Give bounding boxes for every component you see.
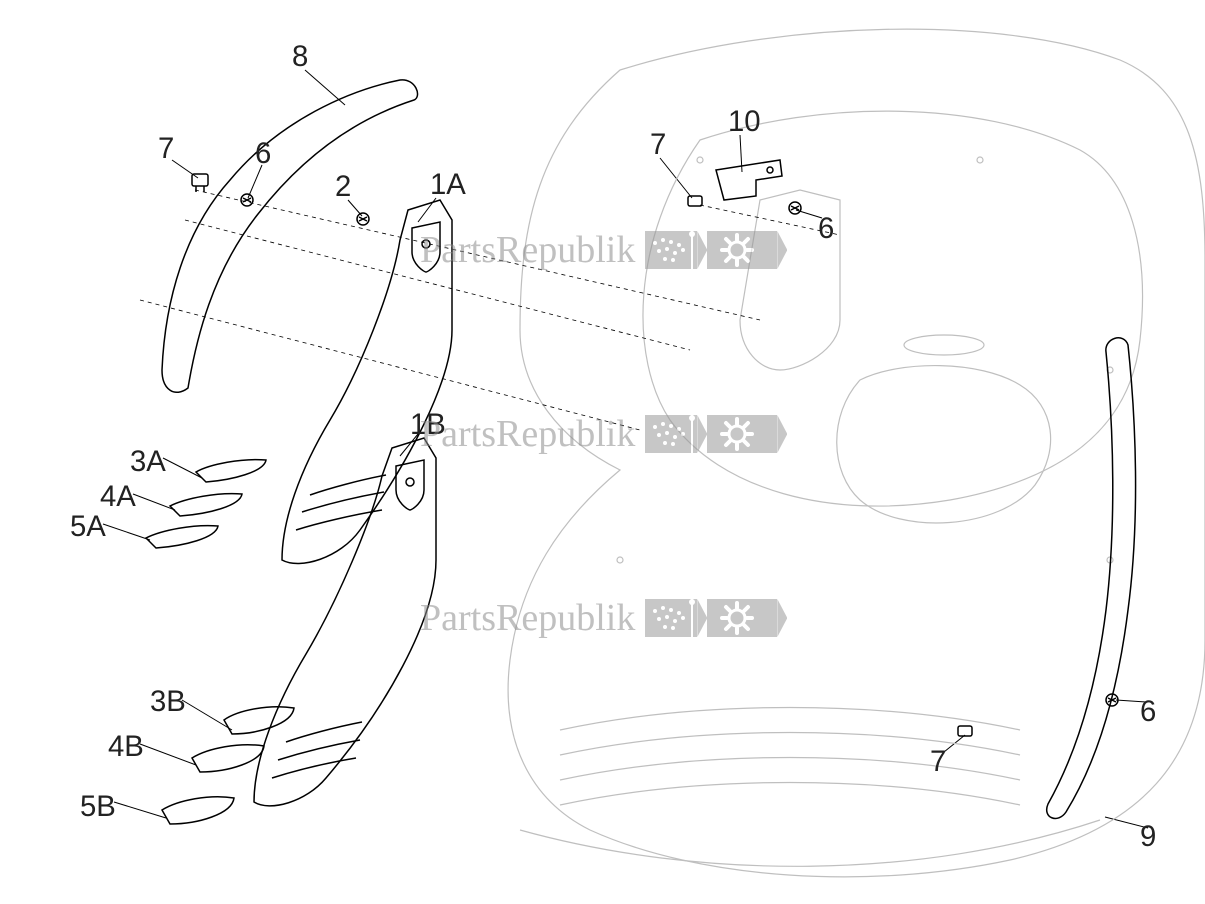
part-7-clip xyxy=(688,196,702,206)
leader-6c xyxy=(1116,700,1146,702)
part-9-side-strip-right xyxy=(1047,338,1136,819)
leader-10 xyxy=(740,135,742,172)
diagram-svg xyxy=(0,0,1205,904)
leader-4B xyxy=(140,744,196,765)
exploded-diagram: 8 7 6 2 1A 7 10 6 3A4A5A 1B 3B4B 5B 6 7 9 PartsRepubli… xyxy=(0,0,1205,904)
callout-label-6a: 6 xyxy=(255,137,271,171)
leader-5A xyxy=(103,524,150,540)
part-5B-vane xyxy=(162,797,234,824)
watermark-text: PartsRepublik xyxy=(420,596,635,640)
leader-1B xyxy=(400,434,418,456)
callout-label-3A: 3A xyxy=(130,445,166,479)
part-4B-vane xyxy=(192,745,264,772)
callout-label-6b: 6 xyxy=(818,212,834,246)
callout-label-4A: 4A xyxy=(100,480,136,514)
watermark-flag-icon xyxy=(645,231,697,269)
callout-label-5B: 5B xyxy=(80,790,116,824)
part-2-screw xyxy=(357,213,369,225)
leader-7a xyxy=(172,160,198,178)
leader-4A xyxy=(133,494,175,510)
part-6-screw xyxy=(1106,694,1118,706)
part-8-side-strip-left xyxy=(162,80,418,392)
leader-6a xyxy=(248,165,262,198)
callout-label-4B: 4B xyxy=(108,730,144,764)
part-6-screw xyxy=(789,202,801,214)
watermark-text: PartsRepublik xyxy=(420,412,635,456)
leader-7c xyxy=(944,735,965,752)
watermark-gear-icon xyxy=(707,231,777,269)
leader-9 xyxy=(1105,817,1148,828)
part-7-clip xyxy=(192,174,208,192)
part-1B-grille xyxy=(254,438,436,806)
callout-label-7c: 7 xyxy=(930,745,946,779)
callout-label-7b: 7 xyxy=(650,128,666,162)
callout-label-7a: 7 xyxy=(158,132,174,166)
part-7-clip xyxy=(958,726,972,736)
part-3B-vane xyxy=(224,707,294,734)
leader-lines xyxy=(103,70,1148,828)
explosion-axes xyxy=(140,190,840,430)
leader-7b xyxy=(660,158,692,198)
callout-label-5A: 5A xyxy=(70,510,106,544)
leader-2 xyxy=(348,200,362,216)
watermark-text: PartsRepublik xyxy=(420,228,635,272)
watermark-flag-icon xyxy=(645,415,697,453)
part-4A-vane xyxy=(170,494,242,516)
leader-8 xyxy=(305,70,345,105)
leader-5B xyxy=(114,802,166,818)
watermark-gear-icon xyxy=(707,415,777,453)
context-body xyxy=(508,29,1205,877)
callout-label-6c: 6 xyxy=(1140,695,1156,729)
leader-3A xyxy=(163,458,202,478)
leader-3B xyxy=(182,700,232,730)
callout-label-2: 2 xyxy=(335,170,351,204)
part-1A-grille xyxy=(282,200,452,563)
callout-label-1B: 1B xyxy=(410,408,446,442)
leader-1A xyxy=(418,198,436,222)
part-6-screw xyxy=(241,194,253,206)
callout-label-8: 8 xyxy=(292,40,308,74)
leader-6b xyxy=(796,210,822,218)
callout-label-3B: 3B xyxy=(150,685,186,719)
callout-label-1A: 1A xyxy=(430,168,466,202)
part-10-bracket xyxy=(716,160,782,200)
watermark: PartsRepublik xyxy=(420,596,777,640)
part-5A-vane xyxy=(146,526,218,548)
part-3A-vane xyxy=(196,460,266,482)
callout-label-9: 9 xyxy=(1140,820,1156,854)
watermark-flag-icon xyxy=(645,599,697,637)
watermark: PartsRepublik xyxy=(420,412,777,456)
callout-label-10: 10 xyxy=(728,105,761,139)
parts xyxy=(146,80,1136,824)
watermark-gear-icon xyxy=(707,599,777,637)
watermark: PartsRepublik xyxy=(420,228,777,272)
